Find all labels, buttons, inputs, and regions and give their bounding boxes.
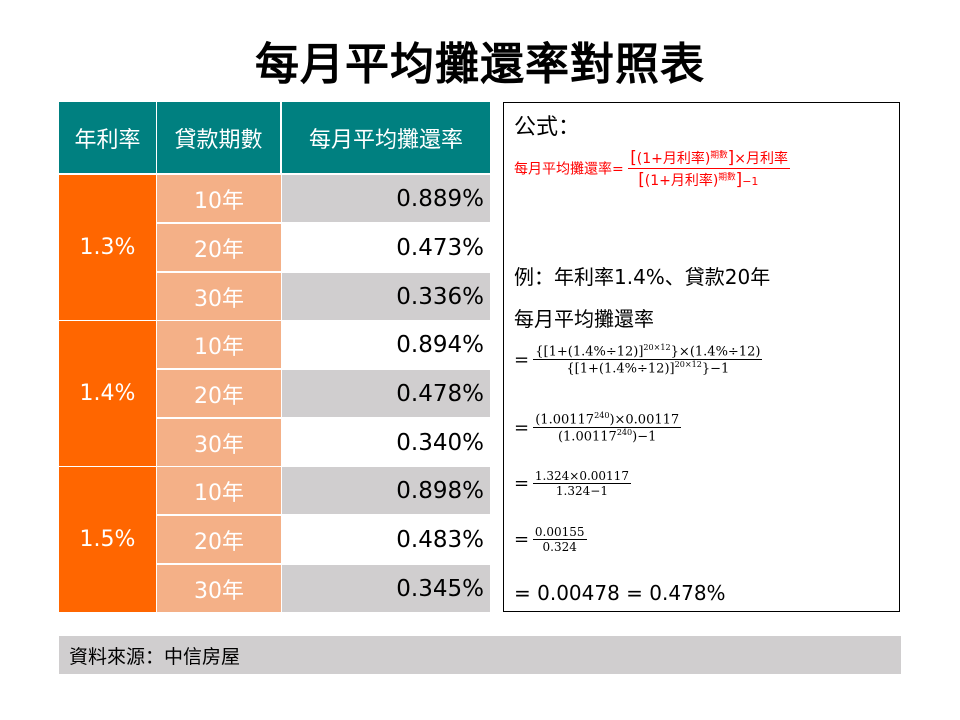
formula-den-exp: 期數 bbox=[718, 172, 736, 183]
example-result: = 0.00478 = 0.478% bbox=[514, 581, 726, 605]
term-cell: 30年 bbox=[157, 565, 281, 612]
term-cell: 10年 bbox=[157, 467, 281, 514]
formula-num-exp: 期數 bbox=[710, 150, 728, 161]
value-cell: 0.889% bbox=[282, 175, 490, 222]
value-cell: 0.898% bbox=[282, 467, 490, 514]
example-step-2: = (1.00117240)×0.00117 (1.00117240)−1 bbox=[514, 411, 682, 445]
example-line-2: 每月平均攤還率 bbox=[514, 307, 654, 331]
equals-sign: = bbox=[514, 349, 530, 371]
example-step-1: = {[1+(1.4%÷12)]20×12}×(1.4%÷12) {[1+(1.… bbox=[514, 343, 763, 377]
step1-den-exp: 20×12 bbox=[674, 360, 702, 370]
step1-num-b: }×(1.4%÷12) bbox=[670, 344, 761, 360]
formula-lhs: 每月平均攤還率= bbox=[514, 161, 624, 178]
term-cell: 20年 bbox=[157, 516, 281, 563]
step2-num-exp: 240 bbox=[594, 411, 610, 420]
term-cell: 10年 bbox=[157, 175, 281, 222]
page-title: 每月平均攤還率對照表 bbox=[255, 39, 705, 90]
value-cell: 0.483% bbox=[282, 516, 490, 563]
formula-den-tail: −1 bbox=[742, 175, 759, 188]
rate-cell: 1.4% bbox=[59, 321, 156, 466]
formula-den-base: (1+月利率) bbox=[644, 173, 719, 189]
equals-sign: = bbox=[514, 529, 530, 550]
example-step-3: = 1.324×0.00117 1.324−1 bbox=[514, 469, 631, 498]
step4-den: 0.324 bbox=[532, 539, 587, 554]
value-cell: 0.345% bbox=[282, 565, 490, 612]
step2-den-a: (1.00117 bbox=[557, 429, 617, 445]
value-cell: 0.894% bbox=[282, 321, 490, 368]
formula-box: 公式： 每月平均攤還率= [(1+月利率)期數]×月利率 [(1+月利率)期數]… bbox=[503, 102, 900, 612]
value-cell: 0.478% bbox=[282, 370, 490, 417]
header-annual-rate: 年利率 bbox=[59, 102, 156, 173]
step2-den-exp: 240 bbox=[616, 428, 633, 438]
rate-cell: 1.3% bbox=[59, 175, 156, 320]
data-source: 資料來源：中信房屋 bbox=[59, 636, 901, 674]
step4-num: 0.00155 bbox=[534, 525, 585, 539]
value-cell: 0.473% bbox=[282, 224, 490, 271]
step2-num-b: )×0.00117 bbox=[609, 412, 680, 428]
step3-den: 1.324−1 bbox=[532, 483, 631, 498]
equals-sign: = bbox=[514, 417, 530, 439]
term-cell: 20年 bbox=[157, 224, 281, 271]
step2-den-b: )−1 bbox=[632, 429, 657, 445]
formula-label: 公式： bbox=[514, 115, 581, 140]
formula-num-base: (1+月利率) bbox=[636, 151, 711, 167]
formula-fraction: [(1+月利率)期數]×月利率 [(1+月利率)期數]−1 bbox=[628, 147, 790, 189]
step3-num: 1.324×0.00117 bbox=[534, 469, 629, 483]
term-cell: 10年 bbox=[157, 321, 281, 368]
step1-num-exp: 20×12 bbox=[643, 343, 671, 352]
header-monthly-rate: 每月平均攤還率 bbox=[282, 102, 490, 173]
value-cell: 0.336% bbox=[282, 273, 490, 320]
term-cell: 30年 bbox=[157, 419, 281, 466]
value-cell: 0.340% bbox=[282, 419, 490, 466]
step1-den-b: }−1 bbox=[701, 361, 730, 377]
step1-num-a: {[1+(1.4%÷12)] bbox=[535, 344, 644, 360]
term-cell: 30年 bbox=[157, 273, 281, 320]
example-step-4: = 0.00155 0.324 bbox=[514, 525, 587, 554]
term-cell: 20年 bbox=[157, 370, 281, 417]
step2-num-a: (1.00117 bbox=[535, 412, 595, 428]
formula-num-tail: ×月利率 bbox=[734, 151, 788, 167]
example-line-1: 例：年利率1.4%、貸款20年 bbox=[514, 265, 771, 289]
general-formula: 每月平均攤還率= [(1+月利率)期數]×月利率 [(1+月利率)期數]−1 bbox=[514, 147, 790, 190]
equals-sign: = bbox=[514, 473, 530, 494]
step1-den-a: {[1+(1.4%÷12)] bbox=[566, 361, 675, 377]
rate-cell: 1.5% bbox=[59, 467, 156, 612]
header-loan-term: 貸款期數 bbox=[157, 102, 280, 173]
